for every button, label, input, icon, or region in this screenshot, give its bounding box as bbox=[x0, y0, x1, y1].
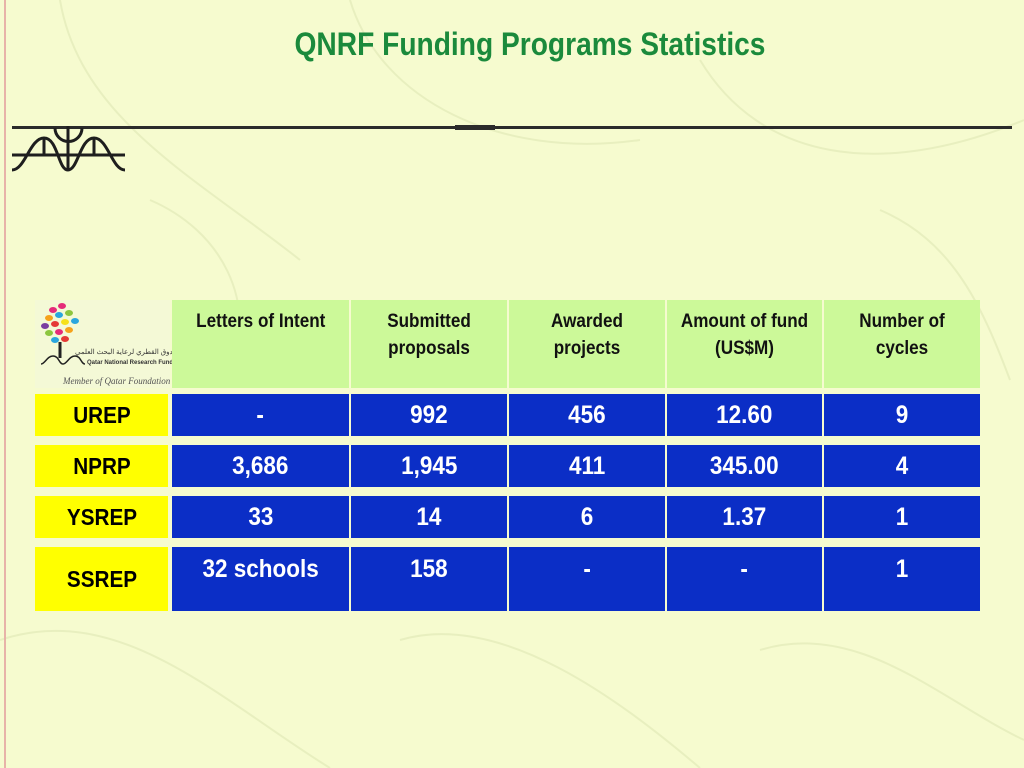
slide-title: QNRF Funding Programs Statistics bbox=[294, 26, 766, 62]
table-cell: 411 bbox=[509, 445, 665, 487]
qnrf-logo: الصندوق القطري لرعاية البحث العلمي Qatar… bbox=[35, 300, 185, 388]
table-cell: 3,686 bbox=[172, 445, 349, 487]
table-cell: - bbox=[509, 547, 665, 611]
table-cell-text: 411 bbox=[568, 451, 606, 480]
column-header-text: Amount of fund (US$M) bbox=[680, 311, 809, 359]
table-cell: - bbox=[667, 547, 822, 611]
table-cell-text: 1,945 bbox=[400, 451, 458, 480]
table-cell: 992 bbox=[351, 394, 507, 436]
column-header-text: Number of cycles bbox=[859, 311, 945, 359]
table-cell-text: 1 bbox=[895, 502, 909, 531]
row-label-ssrep-text: SSREP bbox=[66, 565, 137, 592]
table-cell-text: 12.60 bbox=[716, 400, 773, 429]
table-cell: 158 bbox=[351, 547, 507, 611]
table-cell: 1 bbox=[824, 547, 980, 611]
table-cell-text: 9 bbox=[895, 400, 909, 429]
table-cell-text: - bbox=[740, 555, 749, 583]
row-label-ysrep: YSREP bbox=[35, 496, 168, 538]
qnrf-emblem-icon bbox=[11, 126, 126, 172]
table-cell-text: 992 bbox=[410, 400, 448, 429]
row-label-nprp: NPRP bbox=[35, 445, 168, 487]
row-label-urep-text: UREP bbox=[72, 401, 131, 428]
table-cell-text: 6 bbox=[580, 502, 594, 531]
table-cell-text: 4 bbox=[895, 451, 909, 480]
header-rule bbox=[12, 126, 1012, 129]
table-cell: 14 bbox=[351, 496, 507, 538]
row-label-urep: UREP bbox=[35, 394, 168, 436]
table-cell-text: 1.37 bbox=[722, 502, 767, 531]
column-header: Submitted proposals bbox=[351, 300, 507, 388]
table-cell: 6 bbox=[509, 496, 665, 538]
table-cell-text: 158 bbox=[410, 555, 448, 583]
column-header-text: Letters of Intent bbox=[195, 311, 326, 332]
row-label-ysrep-text: YSREP bbox=[66, 503, 137, 530]
logo-tagline: Member of Qatar Foundation bbox=[63, 376, 171, 386]
table-cell-text: - bbox=[256, 400, 265, 429]
logo-arabic-text: الصندوق القطري لرعاية البحث العلمي bbox=[75, 349, 186, 356]
table-cell: 345.00 bbox=[667, 445, 822, 487]
table-cell: 4 bbox=[824, 445, 980, 487]
table-cell-text: 33 bbox=[247, 502, 274, 531]
logo-english-text: Qatar National Research Fund bbox=[87, 360, 174, 366]
table-cell: 1.37 bbox=[667, 496, 822, 538]
column-header: Amount of fund (US$M) bbox=[667, 300, 822, 388]
table-cell-text: - bbox=[583, 555, 591, 583]
table-cell: 456 bbox=[509, 394, 665, 436]
column-header: Awarded projects bbox=[509, 300, 665, 388]
table-cell: 33 bbox=[172, 496, 349, 538]
table-cell: 12.60 bbox=[667, 394, 822, 436]
table-cell: 32 schools bbox=[172, 547, 349, 611]
table-cell-text: 1 bbox=[895, 555, 909, 583]
table-cell: - bbox=[172, 394, 349, 436]
table-cell-text: 456 bbox=[568, 400, 606, 429]
table-cell: 1 bbox=[824, 496, 980, 538]
column-header: Number of cycles bbox=[824, 300, 980, 388]
row-label-nprp-text: NPRP bbox=[72, 452, 131, 479]
table-cell-text: 3,686 bbox=[232, 451, 289, 480]
table-cell-text: 32 schools bbox=[202, 555, 319, 583]
table-cell: 1,945 bbox=[351, 445, 507, 487]
tree-logo-icon bbox=[40, 303, 86, 365]
table-cell-text: 345.00 bbox=[710, 451, 779, 480]
table-cell-text: 14 bbox=[416, 502, 442, 531]
row-label-ssrep: SSREP bbox=[35, 547, 168, 611]
slide-left-border bbox=[4, 0, 6, 768]
column-header-text: Awarded projects bbox=[551, 311, 623, 359]
table-cell: 9 bbox=[824, 394, 980, 436]
header-rule-accent bbox=[455, 125, 495, 130]
column-header-text: Submitted proposals bbox=[387, 311, 471, 359]
column-header: Letters of Intent bbox=[172, 300, 349, 388]
